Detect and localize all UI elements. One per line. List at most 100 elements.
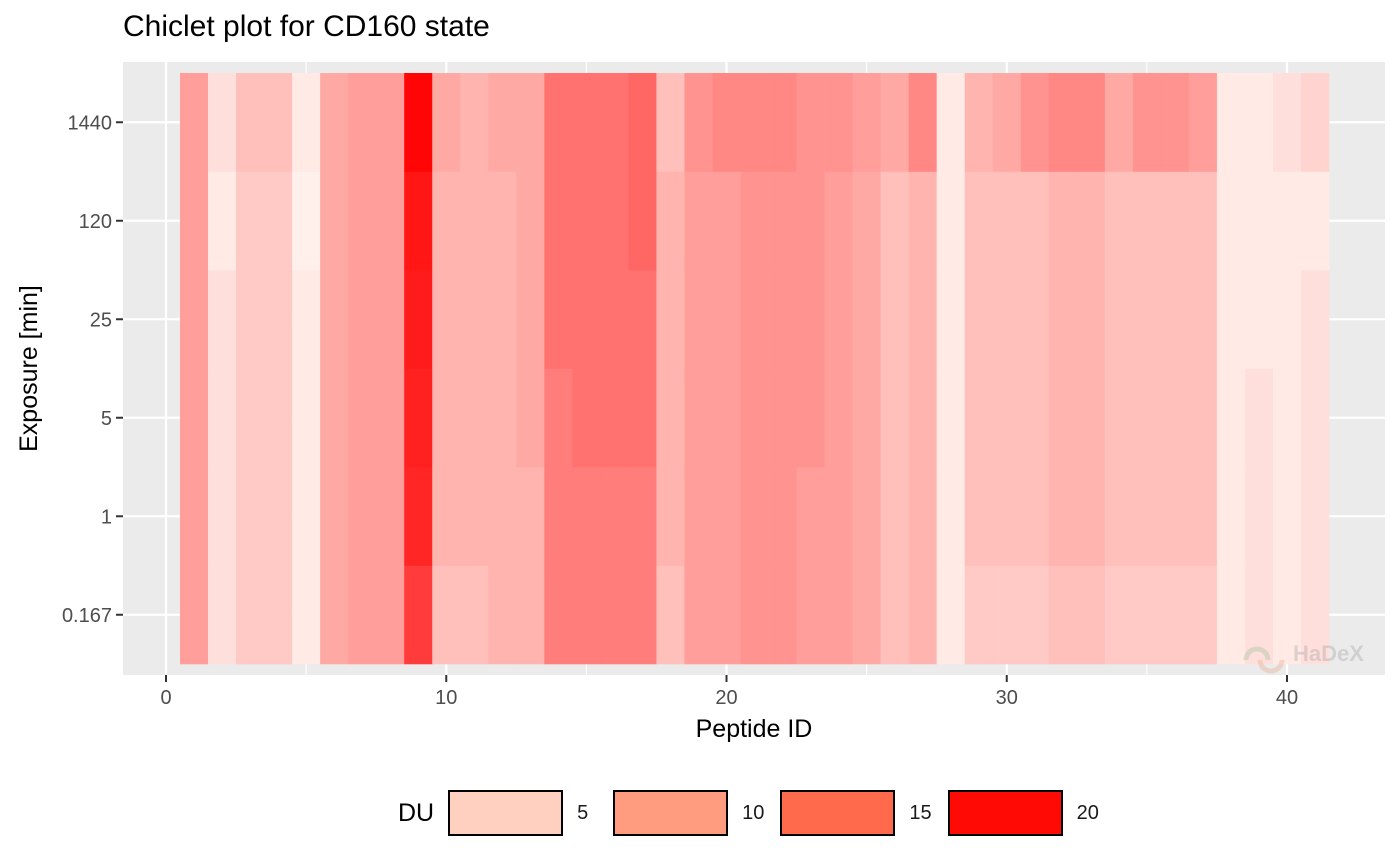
tile-peptide-5-exp-1	[292, 467, 321, 566]
tile-peptide-39-exp-1	[1244, 467, 1274, 566]
tile-peptide-13-exp-120	[516, 171, 545, 271]
tile-peptide-25-exp-5	[852, 368, 881, 468]
tile-peptide-35-exp-25	[1132, 270, 1162, 369]
tile-peptide-32-exp-25	[1048, 270, 1078, 369]
tile-peptide-24-exp-0.167	[824, 565, 853, 665]
tile-peptide-4-exp-1	[264, 467, 293, 566]
tile-peptide-9-exp-0.167	[404, 565, 433, 665]
tile-peptide-27-exp-120	[908, 171, 937, 271]
tile-peptide-35-exp-1	[1132, 467, 1162, 566]
tile-peptide-14-exp-0.167	[544, 565, 573, 665]
tile-peptide-18-exp-120	[656, 171, 685, 271]
tile-peptide-1-exp-120	[180, 171, 209, 271]
tile-peptide-7-exp-120	[348, 171, 377, 271]
y-tick-label: 5	[101, 408, 112, 430]
tile-peptide-29-exp-120	[964, 171, 994, 271]
tile-peptide-13-exp-1440	[516, 73, 545, 172]
tile-peptide-14-exp-1440	[544, 73, 573, 172]
tile-peptide-6-exp-5	[320, 368, 349, 468]
tile-peptide-2-exp-120	[208, 171, 237, 271]
tile-peptide-29-exp-5	[964, 368, 994, 468]
legend-label-10: 10	[742, 801, 765, 824]
tile-peptide-30-exp-0.167	[992, 565, 1022, 665]
tile-peptide-10-exp-1440	[432, 73, 461, 172]
tile-peptide-9-exp-25	[404, 270, 433, 369]
tile-peptide-28-exp-1	[936, 467, 966, 566]
tile-peptide-21-exp-0.167	[740, 565, 769, 665]
tile-peptide-21-exp-25	[740, 270, 769, 369]
tile-peptide-31-exp-25	[1020, 270, 1050, 369]
tile-peptide-36-exp-25	[1160, 270, 1190, 369]
legend-label-20: 20	[1076, 801, 1099, 824]
tile-peptide-40-exp-25	[1272, 270, 1302, 369]
tile-peptide-22-exp-5	[768, 368, 797, 468]
tile-peptide-26-exp-1440	[880, 73, 909, 172]
tile-peptide-23-exp-5	[796, 368, 825, 468]
tile-peptide-19-exp-5	[684, 368, 713, 468]
tile-peptide-24-exp-25	[824, 270, 853, 369]
tile-peptide-2-exp-25	[208, 270, 237, 369]
tile-peptide-1-exp-0.167	[180, 565, 209, 665]
tile-peptide-18-exp-25	[656, 270, 685, 369]
tile-peptide-32-exp-1440	[1048, 73, 1078, 172]
tile-peptide-33-exp-120	[1076, 171, 1106, 271]
tile-peptide-2-exp-1440	[208, 73, 237, 172]
tile-peptide-26-exp-120	[880, 171, 909, 271]
tile-peptide-26-exp-5	[880, 368, 909, 468]
tile-peptide-25-exp-1	[852, 467, 881, 566]
tile-peptide-29-exp-25	[964, 270, 994, 369]
tile-peptide-3-exp-1440	[236, 73, 265, 172]
tile-peptide-15-exp-5	[572, 368, 601, 468]
hadex-watermark: HaDeX	[1243, 641, 1364, 674]
tile-peptide-35-exp-1440	[1132, 73, 1162, 172]
tile-peptide-15-exp-1	[572, 467, 601, 566]
hadex-logo-icon	[1243, 646, 1271, 661]
tile-peptide-17-exp-25	[628, 270, 657, 369]
tile-peptide-20-exp-1	[712, 467, 741, 566]
tile-peptide-30-exp-120	[992, 171, 1022, 271]
tile-peptide-30-exp-1	[992, 467, 1022, 566]
tile-peptide-27-exp-1	[908, 467, 937, 566]
tile-peptide-28-exp-25	[936, 270, 966, 369]
tile-peptide-30-exp-25	[992, 270, 1022, 369]
tile-peptide-23-exp-120	[796, 171, 825, 271]
tile-peptide-20-exp-0.167	[712, 565, 741, 665]
tile-peptide-5-exp-0.167	[292, 565, 321, 665]
y-tick-label: 1	[101, 506, 112, 528]
tile-peptide-25-exp-25	[852, 270, 881, 369]
x-tick-label: 20	[715, 687, 737, 709]
tile-peptide-14-exp-1	[544, 467, 573, 566]
tile-peptide-17-exp-120	[628, 171, 657, 271]
tile-peptide-7-exp-5	[348, 368, 377, 468]
chart-title: Chiclet plot for CD160 state	[123, 10, 490, 43]
tile-peptide-22-exp-25	[768, 270, 797, 369]
tile-peptide-25-exp-0.167	[852, 565, 881, 665]
tile-peptide-11-exp-0.167	[460, 565, 489, 665]
tile-peptide-15-exp-25	[572, 270, 601, 369]
tile-peptide-12-exp-25	[488, 270, 517, 369]
tile-peptide-6-exp-1440	[320, 73, 349, 172]
tile-peptide-13-exp-1	[516, 467, 545, 566]
tile-peptide-12-exp-0.167	[488, 565, 517, 665]
tile-peptide-35-exp-0.167	[1132, 565, 1162, 665]
tile-peptide-34-exp-0.167	[1104, 565, 1134, 665]
tile-peptide-41-exp-25	[1301, 270, 1330, 369]
tile-peptide-41-exp-5	[1301, 368, 1330, 468]
tile-peptide-4-exp-120	[264, 171, 293, 271]
tile-peptide-7-exp-25	[348, 270, 377, 369]
tile-peptide-9-exp-1	[404, 467, 433, 566]
tile-peptide-34-exp-1440	[1104, 73, 1134, 172]
tile-peptide-38-exp-1	[1216, 467, 1246, 566]
tile-peptide-37-exp-0.167	[1188, 565, 1218, 665]
tile-peptide-21-exp-120	[740, 171, 769, 271]
tile-peptide-41-exp-0.167	[1301, 565, 1330, 665]
tile-peptide-24-exp-120	[824, 171, 853, 271]
legend-title: DU	[398, 798, 435, 827]
tile-peptide-7-exp-1	[348, 467, 377, 566]
tile-peptide-10-exp-5	[432, 368, 461, 468]
tile-peptide-6-exp-0.167	[320, 565, 349, 665]
tile-peptide-21-exp-5	[740, 368, 769, 468]
tile-peptide-1-exp-25	[180, 270, 209, 369]
tile-peptide-24-exp-1	[824, 467, 853, 566]
